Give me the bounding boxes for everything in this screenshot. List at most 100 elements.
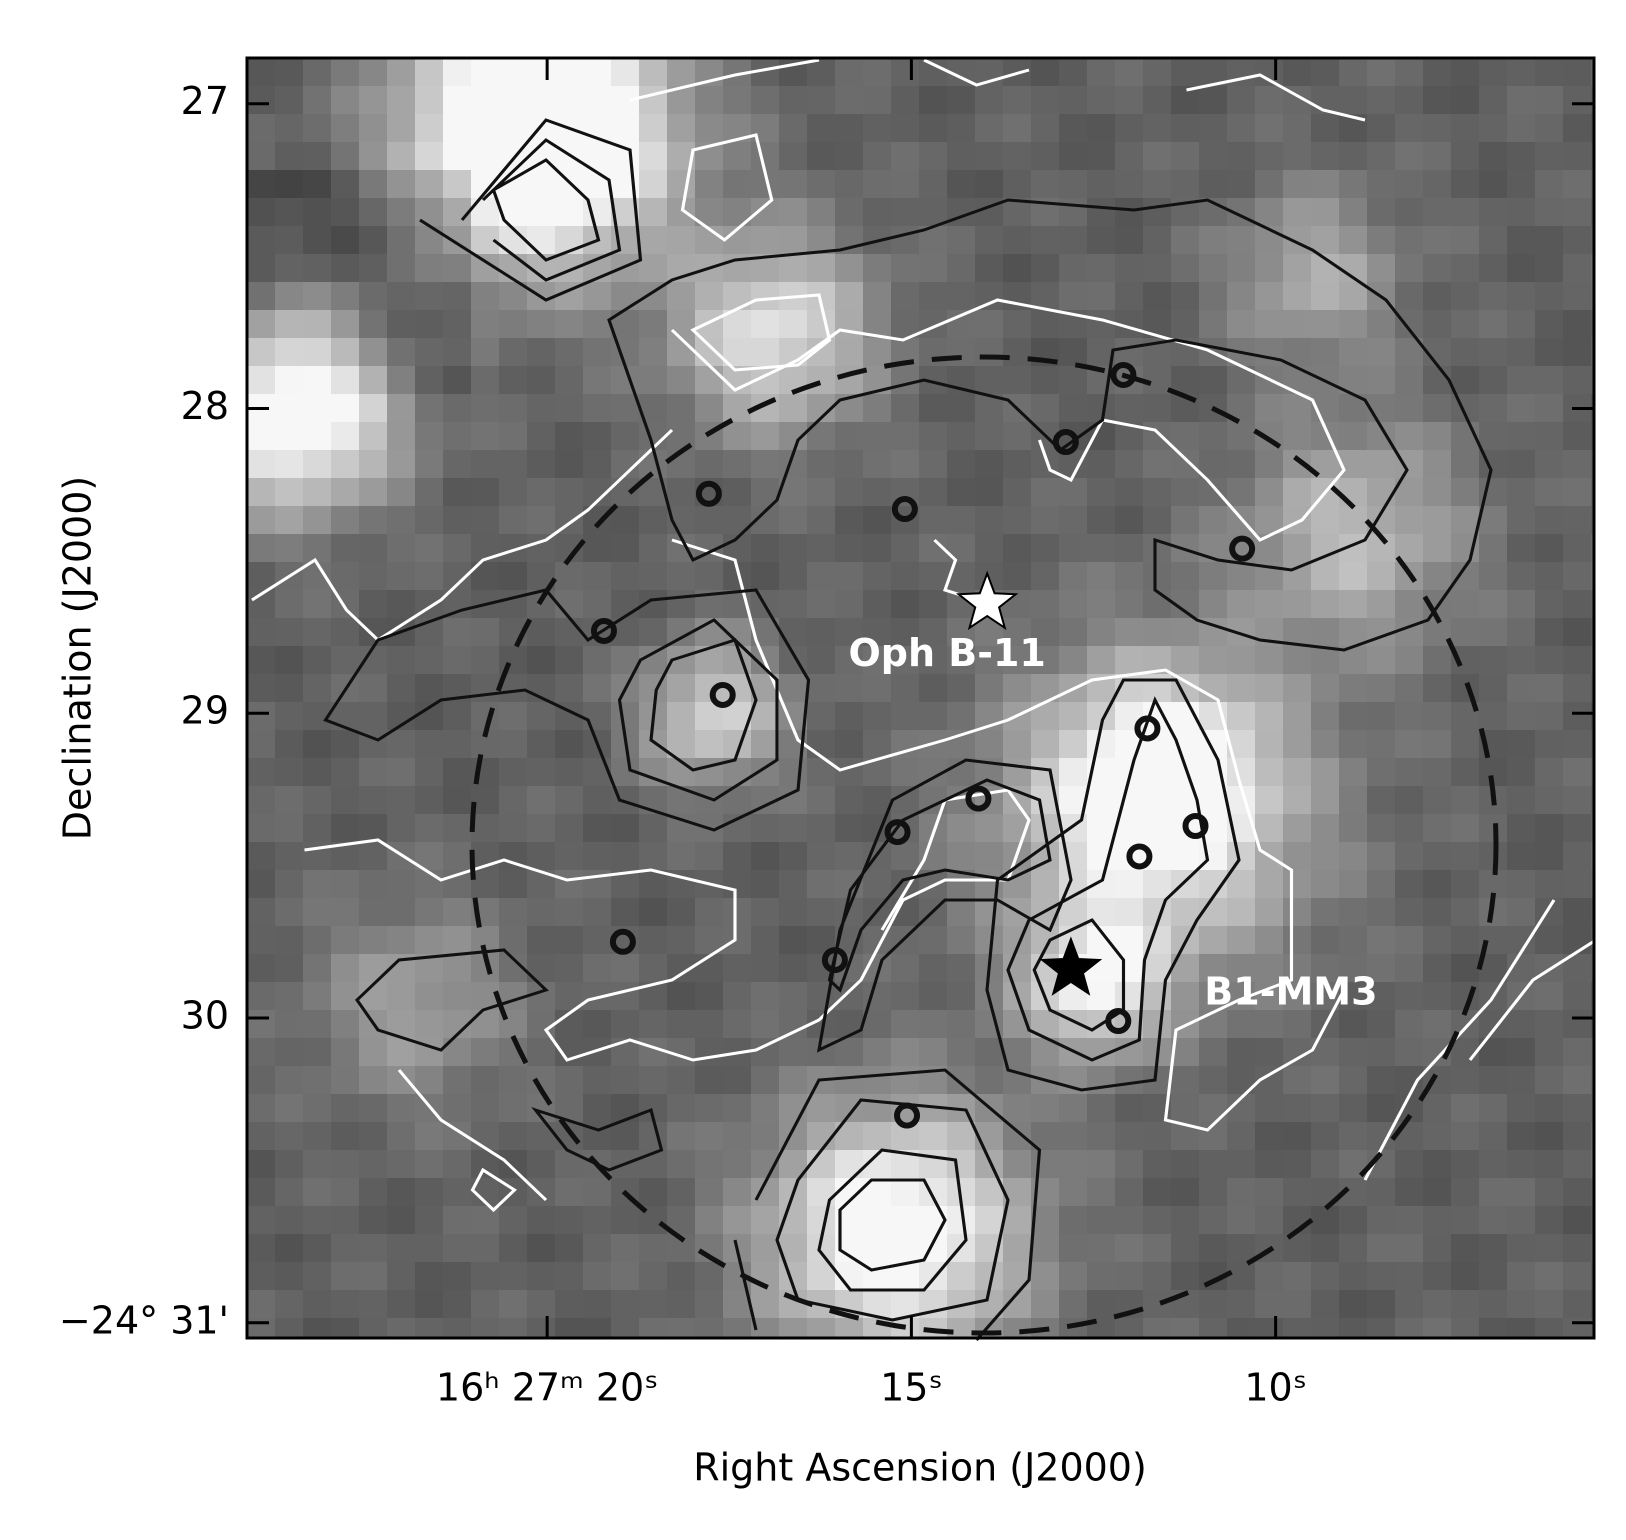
map-pixel	[1507, 1234, 1535, 1262]
map-pixel	[1479, 1262, 1507, 1290]
map-pixel	[1199, 646, 1227, 674]
map-pixel	[1115, 1206, 1143, 1234]
map-pixel	[1115, 170, 1143, 198]
map-pixel	[695, 1262, 723, 1290]
map-pixel	[639, 114, 667, 142]
map-pixel	[303, 646, 331, 674]
map-pixel	[247, 786, 275, 814]
map-pixel	[527, 702, 555, 730]
map-pixel	[331, 1066, 359, 1094]
map-pixel	[695, 1010, 723, 1038]
map-pixel	[331, 814, 359, 842]
map-pixel	[275, 366, 303, 394]
map-pixel	[1423, 114, 1451, 142]
map-pixel	[1563, 1066, 1591, 1094]
map-pixel	[1535, 814, 1563, 842]
map-pixel	[919, 506, 947, 534]
map-pixel	[1115, 282, 1143, 310]
map-pixel	[975, 422, 1003, 450]
map-pixel	[1479, 562, 1507, 590]
map-pixel	[1479, 842, 1507, 870]
map-pixel	[443, 1178, 471, 1206]
map-pixel	[1479, 1150, 1507, 1178]
map-pixel	[471, 646, 499, 674]
map-pixel	[1171, 730, 1199, 758]
map-pixel	[751, 842, 779, 870]
map-pixel	[1059, 366, 1087, 394]
map-pixel	[1563, 142, 1591, 170]
map-pixel	[947, 422, 975, 450]
map-pixel	[1339, 170, 1367, 198]
map-pixel	[359, 1206, 387, 1234]
map-pixel	[779, 870, 807, 898]
map-pixel	[835, 142, 863, 170]
map-pixel	[275, 1150, 303, 1178]
map-pixel	[611, 506, 639, 534]
map-pixel	[527, 786, 555, 814]
map-pixel	[247, 758, 275, 786]
map-pixel	[471, 1262, 499, 1290]
map-pixel	[611, 590, 639, 618]
map-pixel	[1227, 1150, 1255, 1178]
map-pixel	[1395, 1150, 1423, 1178]
map-pixel	[387, 366, 415, 394]
map-pixel	[415, 1066, 443, 1094]
map-pixel	[247, 1206, 275, 1234]
map-pixel	[1143, 1122, 1171, 1150]
source-marker	[695, 480, 722, 507]
map-pixel	[387, 646, 415, 674]
y-axis-title: Declination (J2000)	[56, 476, 100, 840]
map-pixel	[1535, 1010, 1563, 1038]
map-pixel	[1171, 1066, 1199, 1094]
map-pixel	[247, 1262, 275, 1290]
map-pixel	[639, 506, 667, 534]
map-pixel	[1255, 702, 1283, 730]
map-pixel	[1395, 674, 1423, 702]
map-pixel	[1087, 478, 1115, 506]
map-pixel	[471, 58, 499, 86]
map-pixel	[919, 1010, 947, 1038]
map-pixel	[1451, 58, 1479, 86]
map-pixel	[1255, 870, 1283, 898]
map-pixel	[1367, 198, 1395, 226]
map-pixel	[779, 114, 807, 142]
map-pixel	[471, 1234, 499, 1262]
map-pixel	[1367, 254, 1395, 282]
map-pixel	[415, 730, 443, 758]
map-pixel	[1507, 562, 1535, 590]
map-pixel	[835, 506, 863, 534]
map-pixel	[751, 1318, 779, 1338]
map-pixel	[1171, 114, 1199, 142]
map-pixel	[1311, 814, 1339, 842]
map-pixel	[1367, 170, 1395, 198]
map-pixel	[667, 842, 695, 870]
map-pixel	[1535, 478, 1563, 506]
map-pixel	[303, 982, 331, 1010]
map-pixel	[1283, 982, 1311, 1010]
map-pixel	[1227, 282, 1255, 310]
map-pixel	[1367, 1038, 1395, 1066]
map-pixel	[1115, 562, 1143, 590]
map-pixel	[975, 142, 1003, 170]
map-pixel	[1423, 730, 1451, 758]
map-pixel	[387, 786, 415, 814]
map-pixel	[443, 86, 471, 114]
map-pixel	[303, 1150, 331, 1178]
map-pixel	[1423, 86, 1451, 114]
map-pixel	[975, 254, 1003, 282]
map-pixel	[1451, 170, 1479, 198]
map-pixel	[555, 1066, 583, 1094]
map-pixel	[1283, 758, 1311, 786]
map-pixel	[891, 254, 919, 282]
map-pixel	[499, 758, 527, 786]
map-pixel	[1451, 1122, 1479, 1150]
map-pixel	[779, 674, 807, 702]
map-pixel	[303, 422, 331, 450]
map-pixel	[751, 86, 779, 114]
map-pixel	[1199, 786, 1227, 814]
map-pixel	[359, 114, 387, 142]
map-pixel	[919, 982, 947, 1010]
map-pixel	[471, 674, 499, 702]
map-pixel	[527, 450, 555, 478]
map-pixel	[1283, 1290, 1311, 1318]
